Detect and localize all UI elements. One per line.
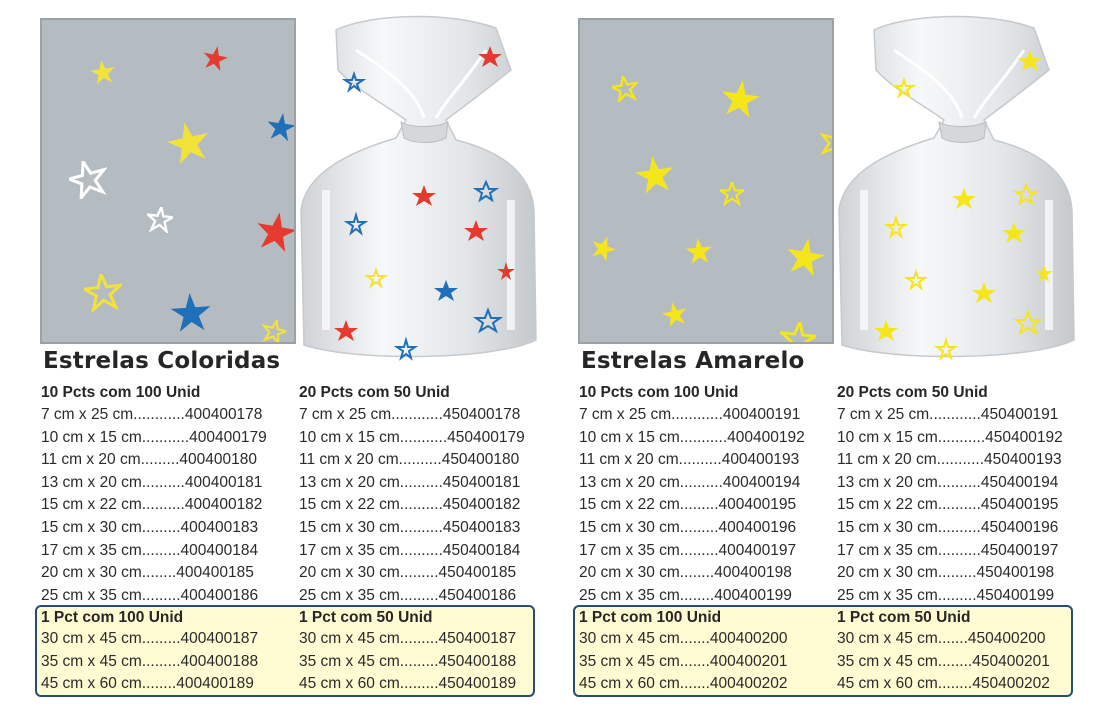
list-item: 15 cm x 30 cm..........450400183 (299, 518, 521, 536)
list-item: 30 cm x 45 cm.......400400200 (579, 630, 788, 647)
star-icon (634, 155, 673, 194)
column-10-pcts: 10 Pcts com 100 Unid 7 cm x 25 cm.......… (41, 382, 281, 607)
list-item: 11 cm x 20 cm.........400400180 (41, 451, 257, 469)
column-20-pcts: 20 Pcts com 50 Unid 7 cm x 25 cm........… (837, 382, 1077, 607)
list-item: 45 cm x 60 cm........450400202 (837, 675, 1050, 693)
list-item: 10 cm x 15 cm...........400400179 (41, 428, 267, 446)
list-item: 17 cm x 35 cm.........400400197 (579, 541, 797, 559)
highlight-box (573, 605, 1073, 697)
star-icon (266, 112, 294, 141)
star-icon (255, 211, 294, 252)
column-header: 20 Pcts com 50 Unid (299, 384, 450, 401)
list-item: 35 cm x 45 cm.......400400201 (579, 652, 788, 670)
list-item: 45 cm x 60 cm.......400400202 (579, 675, 788, 693)
product-title: Estrelas Amarelo (581, 348, 805, 374)
column-header: 1 Pct com 50 Unid (299, 609, 433, 626)
list-item: 15 cm x 30 cm.........400400196 (579, 518, 797, 536)
product-estrelas-coloridas: Estrelas Coloridas 10 Pcts com 100 Unid … (0, 0, 540, 709)
column-10-pcts: 10 Pcts com 100 Unid 7 cm x 25 cm.......… (579, 382, 819, 607)
list-item: 13 cm x 20 cm..........400400194 (579, 473, 801, 491)
highlight-column-50: 1 Pct com 50 Unid 30 cm x 45 cm.......45… (837, 605, 1077, 696)
list-item: 15 cm x 22 cm..........450400182 (299, 496, 521, 514)
star-icon (785, 237, 825, 276)
list-item: 15 cm x 22 cm..........400400182 (41, 496, 263, 514)
list-item: 7 cm x 25 cm............450400191 (837, 406, 1059, 423)
star-icon (146, 206, 173, 233)
highlight-column-50: 1 Pct com 50 Unid 30 cm x 45 cm.........… (299, 605, 539, 696)
list-item: 15 cm x 22 cm..........450400195 (837, 496, 1059, 514)
list-item: 11 cm x 20 cm..........400400193 (579, 451, 800, 469)
list-item: 17 cm x 35 cm.........400400184 (41, 541, 259, 559)
list-item: 7 cm x 25 cm............400400178 (41, 406, 263, 423)
column-20-pcts: 20 Pcts com 50 Unid 7 cm x 25 cm........… (299, 382, 539, 607)
list-item: 20 cm x 30 cm........400400198 (579, 564, 792, 582)
list-item: 11 cm x 20 cm...........450400193 (837, 451, 1062, 469)
column-header: 1 Pct com 50 Unid (837, 609, 971, 626)
column-header: 1 Pct com 100 Unid (579, 609, 722, 626)
list-item: 35 cm x 45 cm........450400201 (837, 652, 1050, 670)
list-item: 30 cm x 45 cm.........450400187 (299, 630, 517, 647)
star-icon (261, 319, 286, 342)
list-item: 15 cm x 22 cm.........400400195 (579, 496, 797, 514)
star-icon (611, 75, 638, 102)
list-item: 7 cm x 25 cm............400400191 (579, 406, 801, 423)
list-item: 20 cm x 30 cm.........450400185 (299, 564, 517, 582)
star-icon (170, 292, 210, 332)
star-icon (720, 79, 760, 118)
star-icon (202, 45, 228, 71)
star-icon (68, 160, 107, 199)
star-icon (719, 181, 744, 206)
star-icon (89, 59, 115, 84)
star-icon (819, 127, 832, 158)
star-icon (83, 273, 122, 312)
list-item: 20 cm x 30 cm........400400185 (41, 564, 254, 582)
list-item: 11 cm x 20 cm..........450400180 (299, 451, 520, 469)
list-item: 45 cm x 60 cm........400400189 (41, 675, 254, 693)
list-item: 7 cm x 25 cm............450400178 (299, 406, 521, 423)
highlight-box (35, 605, 535, 697)
list-item: 45 cm x 60 cm.........450400189 (299, 675, 517, 693)
star-icon (590, 236, 616, 261)
list-item: 15 cm x 30 cm.........400400183 (41, 518, 259, 536)
star-icon (779, 321, 816, 342)
list-item: 10 cm x 15 cm...........450400192 (837, 428, 1063, 446)
list-item: 25 cm x 35 cm.........400400186 (41, 586, 259, 604)
list-item: 13 cm x 20 cm..........450400181 (299, 473, 521, 491)
list-item: 35 cm x 45 cm.........400400188 (41, 652, 259, 670)
list-item: 10 cm x 15 cm...........450400179 (299, 428, 525, 446)
product-title: Estrelas Coloridas (43, 348, 281, 374)
list-item: 20 cm x 30 cm.........450400198 (837, 564, 1055, 582)
list-item: 25 cm x 35 cm.........450400186 (299, 586, 517, 604)
list-item: 30 cm x 45 cm.........400400187 (41, 630, 259, 647)
pattern-swatch (578, 18, 834, 344)
column-header: 1 Pct com 100 Unid (41, 609, 184, 626)
list-item: 25 cm x 35 cm.........450400199 (837, 586, 1055, 604)
star-icon (661, 301, 686, 327)
list-item: 17 cm x 35 cm..........450400184 (299, 541, 521, 559)
list-item: 13 cm x 20 cm..........450400194 (837, 473, 1059, 491)
star-icon (166, 121, 208, 164)
highlight-column-100: 1 Pct com 100 Unid 30 cm x 45 cm........… (41, 605, 281, 696)
list-item: 17 cm x 35 cm..........450400197 (837, 541, 1059, 559)
list-item: 30 cm x 45 cm.......450400200 (837, 630, 1046, 647)
column-header: 10 Pcts com 100 Unid (579, 384, 739, 401)
column-header: 10 Pcts com 100 Unid (41, 384, 201, 401)
star-icon (684, 237, 712, 264)
list-item: 35 cm x 45 cm.........450400188 (299, 652, 517, 670)
list-item: 25 cm x 35 cm........400400199 (579, 586, 792, 604)
cellophane-bag-icon (834, 10, 1079, 370)
column-header: 20 Pcts com 50 Unid (837, 384, 988, 401)
pattern-swatch (40, 18, 296, 344)
highlight-column-100: 1 Pct com 100 Unid 30 cm x 45 cm.......4… (579, 605, 819, 696)
list-item: 10 cm x 15 cm...........400400192 (579, 428, 805, 446)
list-item: 13 cm x 20 cm..........400400181 (41, 473, 263, 491)
product-estrelas-amarelo: Estrelas Amarelo 10 Pcts com 100 Unid 7 … (538, 0, 1078, 709)
list-item: 15 cm x 30 cm..........450400196 (837, 518, 1059, 536)
cellophane-bag-icon (296, 10, 541, 370)
